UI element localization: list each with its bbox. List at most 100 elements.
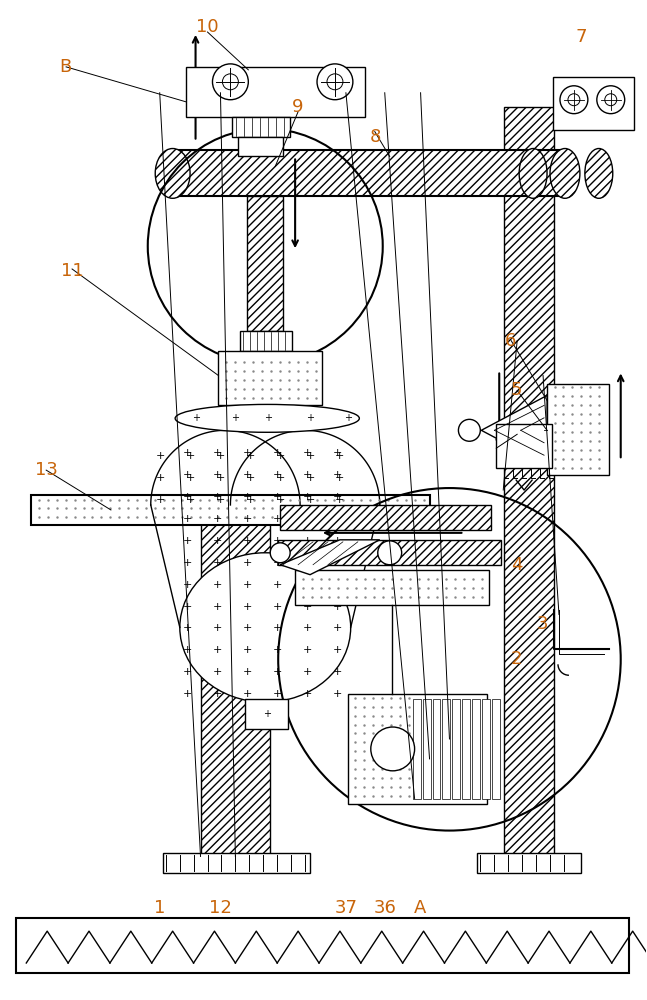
Text: +: + bbox=[243, 536, 252, 546]
Text: +: + bbox=[156, 451, 166, 461]
Text: +: + bbox=[303, 667, 312, 677]
Text: +: + bbox=[303, 623, 312, 633]
Ellipse shape bbox=[550, 149, 580, 198]
Text: +: + bbox=[333, 689, 342, 699]
Bar bbox=[186, 67, 365, 117]
Text: 6: 6 bbox=[505, 332, 516, 350]
Polygon shape bbox=[481, 395, 547, 465]
Text: +: + bbox=[335, 451, 345, 461]
Text: +: + bbox=[183, 448, 192, 458]
Text: +: + bbox=[246, 473, 255, 483]
Bar bbox=[452, 699, 461, 799]
Text: +: + bbox=[333, 448, 342, 458]
Circle shape bbox=[459, 419, 480, 441]
Text: +: + bbox=[183, 492, 192, 502]
Circle shape bbox=[327, 74, 343, 90]
Text: +: + bbox=[215, 495, 225, 505]
Bar bbox=[162, 853, 310, 873]
Text: +: + bbox=[183, 536, 192, 546]
Text: +: + bbox=[303, 536, 312, 546]
Bar bbox=[348, 694, 487, 804]
Bar bbox=[413, 699, 421, 799]
Ellipse shape bbox=[180, 553, 351, 702]
Text: +: + bbox=[243, 689, 252, 699]
Bar bbox=[247, 196, 283, 331]
Text: +: + bbox=[243, 645, 252, 655]
Text: +: + bbox=[213, 536, 223, 546]
Text: +: + bbox=[213, 689, 223, 699]
Text: +: + bbox=[192, 413, 199, 423]
Text: +: + bbox=[213, 580, 223, 590]
Text: +: + bbox=[273, 536, 282, 546]
Text: +: + bbox=[273, 492, 282, 502]
Text: +: + bbox=[183, 623, 192, 633]
Text: +: + bbox=[243, 558, 252, 568]
Circle shape bbox=[560, 86, 588, 114]
Bar bbox=[553, 77, 633, 130]
Text: +: + bbox=[183, 645, 192, 655]
Bar bbox=[547, 384, 609, 475]
Text: A: A bbox=[414, 899, 426, 917]
Bar bbox=[443, 699, 450, 799]
Bar bbox=[422, 699, 430, 799]
Text: 5: 5 bbox=[511, 381, 523, 399]
Circle shape bbox=[568, 94, 580, 106]
Text: +: + bbox=[273, 645, 282, 655]
Ellipse shape bbox=[155, 149, 190, 198]
Bar bbox=[16, 918, 629, 973]
Bar bbox=[240, 331, 292, 351]
Text: +: + bbox=[213, 602, 223, 612]
Bar bbox=[463, 699, 470, 799]
Text: +: + bbox=[273, 448, 282, 458]
Text: +: + bbox=[246, 495, 255, 505]
Text: +: + bbox=[213, 492, 223, 502]
Text: 2: 2 bbox=[511, 650, 523, 668]
Text: +: + bbox=[273, 689, 282, 699]
Ellipse shape bbox=[175, 404, 359, 432]
Text: +: + bbox=[305, 451, 314, 461]
Text: +: + bbox=[333, 514, 342, 524]
Text: +: + bbox=[305, 495, 314, 505]
Polygon shape bbox=[280, 540, 380, 575]
Text: 36: 36 bbox=[373, 899, 396, 917]
Text: +: + bbox=[264, 413, 272, 423]
Text: 3: 3 bbox=[537, 615, 548, 633]
Text: +: + bbox=[303, 514, 312, 524]
Text: +: + bbox=[156, 473, 166, 483]
Text: +: + bbox=[183, 470, 192, 480]
Text: +: + bbox=[273, 470, 282, 480]
Text: +: + bbox=[333, 536, 342, 546]
Text: +: + bbox=[183, 580, 192, 590]
Text: +: + bbox=[186, 473, 195, 483]
Text: +: + bbox=[305, 473, 314, 483]
Text: +: + bbox=[246, 451, 255, 461]
Bar bbox=[482, 699, 490, 799]
Text: +: + bbox=[333, 623, 342, 633]
Text: +: + bbox=[213, 514, 223, 524]
Text: +: + bbox=[213, 470, 223, 480]
Bar bbox=[278, 540, 501, 565]
Text: +: + bbox=[243, 514, 252, 524]
Bar bbox=[477, 853, 581, 873]
Text: +: + bbox=[335, 495, 345, 505]
Text: +: + bbox=[303, 558, 312, 568]
Text: +: + bbox=[333, 492, 342, 502]
Ellipse shape bbox=[519, 149, 547, 198]
Text: +: + bbox=[243, 667, 252, 677]
Circle shape bbox=[605, 94, 617, 106]
Text: +: + bbox=[276, 451, 285, 461]
Text: +: + bbox=[276, 495, 285, 505]
Bar bbox=[245, 699, 288, 729]
Text: +: + bbox=[303, 448, 312, 458]
Text: +: + bbox=[183, 667, 192, 677]
Circle shape bbox=[378, 541, 402, 565]
Text: 9: 9 bbox=[292, 98, 303, 116]
Text: +: + bbox=[215, 473, 225, 483]
Text: +: + bbox=[303, 580, 312, 590]
Text: +: + bbox=[263, 709, 270, 719]
Text: +: + bbox=[344, 413, 352, 423]
Text: +: + bbox=[333, 580, 342, 590]
Text: +: + bbox=[303, 470, 312, 480]
Text: +: + bbox=[306, 413, 314, 423]
Text: +: + bbox=[273, 623, 282, 633]
